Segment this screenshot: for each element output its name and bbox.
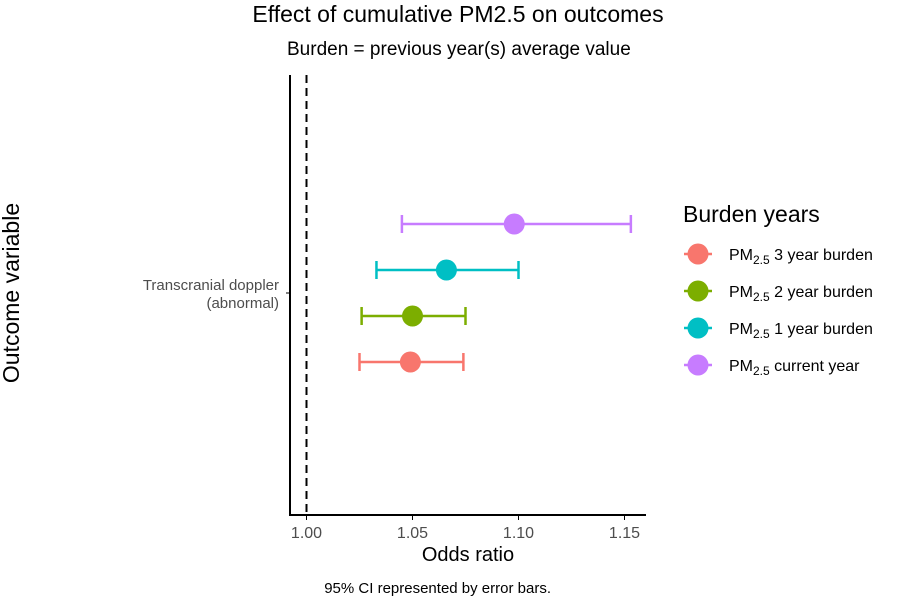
chart-title: Effect of cumulative PM2.5 on outcomes <box>252 1 663 27</box>
legend-label: PM2.5 1 year burden <box>729 321 873 341</box>
x-tick-label: 1.15 <box>609 525 640 542</box>
x-tick-label: 1.10 <box>503 525 534 542</box>
series-3 <box>400 213 633 235</box>
legend-title: Burden years <box>683 201 820 227</box>
legend-item: PM2.5 1 year burden <box>684 317 873 341</box>
point-estimate <box>399 351 421 373</box>
legend-label: PM2.5 2 year burden <box>729 284 873 304</box>
legend-key-dot <box>687 317 709 339</box>
y-axis-label: Outcome variable <box>0 203 24 383</box>
y-tick-label-line1: Transcranial doppler <box>143 277 279 294</box>
series-0 <box>358 351 465 373</box>
series-1 <box>360 305 467 327</box>
legend-key-dot <box>687 354 709 376</box>
chart-subtitle: Burden = previous year(s) average value <box>287 39 631 60</box>
x-tick-label: 1.05 <box>397 525 428 542</box>
caption: 95% CI represented by error bars. <box>324 580 551 597</box>
point-estimate <box>435 259 457 281</box>
legend-key-dot <box>687 243 709 265</box>
legend-item: PM2.5 3 year burden <box>684 243 873 267</box>
legend-item: PM2.5 current year <box>684 354 860 378</box>
series-2 <box>375 259 520 281</box>
x-tick-label: 1.00 <box>291 525 322 542</box>
legend-label: PM2.5 current year <box>729 358 860 378</box>
legend-item: PM2.5 2 year burden <box>684 280 873 304</box>
point-estimate <box>503 213 525 235</box>
point-estimate <box>402 305 423 327</box>
y-tick-label-line2: (abnormal) <box>206 295 279 312</box>
x-axis-label: Odds ratio <box>422 544 514 566</box>
legend-key-dot <box>687 280 709 302</box>
legend-label: PM2.5 3 year burden <box>729 247 873 267</box>
